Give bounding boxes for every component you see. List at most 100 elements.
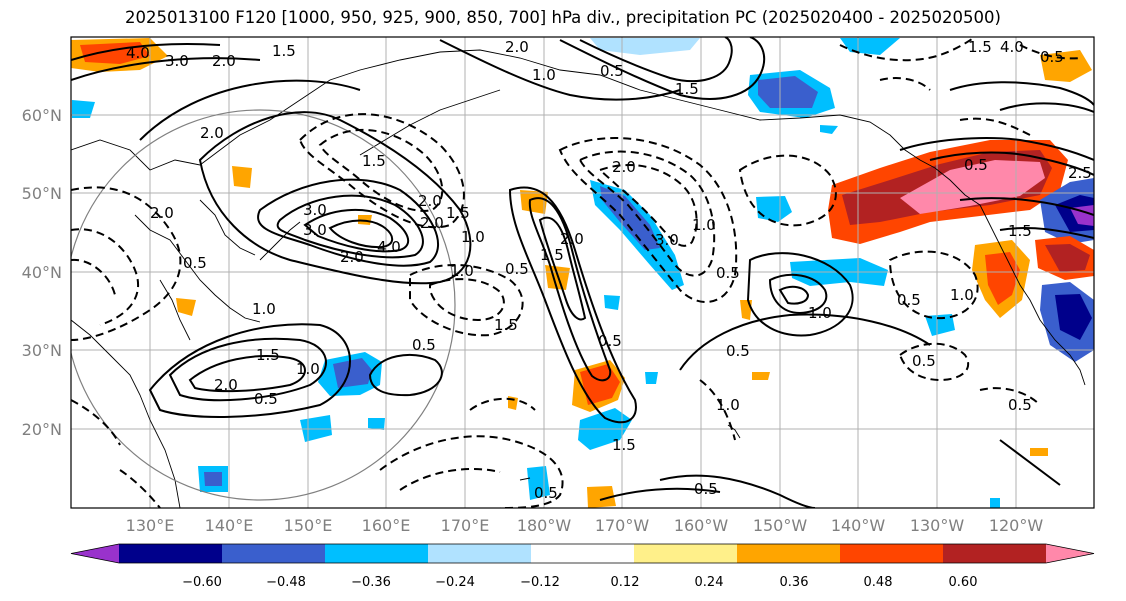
contour-label: 0.5 (412, 336, 436, 354)
longitude-labels: 130°E 140°E 150°E 160°E 170°E 180°W 170°… (126, 516, 1044, 535)
contour-label: 1.0 (296, 360, 320, 378)
contour-labels: 4.0 3.0 2.0 1.5 2.0 3.0 1.5 2.0 3.0 2.0 … (126, 38, 1092, 502)
latitude-labels: 60°N 50°N 40°N 30°N 20°N (22, 106, 62, 439)
solid-contours (71, 37, 1094, 508)
colorbar-tick-label: 0.24 (695, 575, 724, 590)
colorbar-segment (737, 544, 841, 563)
coastlines (71, 49, 1086, 508)
contour-label: 0.5 (694, 480, 718, 498)
contour-label: 1.5 (256, 346, 280, 364)
lon-label: 150°W (753, 516, 808, 535)
contour-label: 0.5 (598, 332, 622, 350)
lon-label: 160°E (362, 516, 411, 535)
contour-label: 1.5 (1008, 222, 1032, 240)
contour-label: 0.5 (254, 390, 278, 408)
colorbar-tick-label: 0.48 (864, 575, 893, 590)
contour-label: 3.0 (655, 231, 679, 249)
colorbar-tick-label: −0.48 (266, 575, 306, 590)
colorbar-tick-label: 0.60 (949, 575, 978, 590)
colorbar-segment (943, 544, 1047, 563)
contour-label: 1.0 (808, 304, 832, 322)
lon-label: 140°W (831, 516, 886, 535)
colorbar-tick-label: 0.36 (780, 575, 809, 590)
colorbar-tick-labels: −0.60 −0.48 −0.36 −0.24 −0.12 0.12 0.24 … (182, 575, 977, 590)
contour-label: 4.0 (377, 238, 401, 256)
contour-label: 1.0 (461, 228, 485, 246)
colorbar-segment (634, 544, 738, 563)
contour-label: 1.5 (362, 152, 386, 170)
colorbar-tick-label: −0.12 (520, 575, 560, 590)
colorbar: −0.60 −0.48 −0.36 −0.24 −0.12 0.12 0.24 … (70, 543, 1095, 590)
contour-label: 0.5 (726, 342, 750, 360)
lon-label: 140°E (205, 516, 254, 535)
lat-label: 60°N (22, 106, 62, 125)
lon-label: 170°W (595, 516, 650, 535)
contour-label: 0.5 (964, 156, 988, 174)
contour-label: 1.0 (950, 286, 974, 304)
contour-label: 2.0 (200, 124, 224, 142)
contour-label: 3.0 (303, 221, 327, 239)
contour-label: 2.0 (418, 192, 442, 210)
contour-label: 1.0 (252, 300, 276, 318)
contour-label: 1.0 (532, 66, 556, 84)
contour-label: 1.5 (494, 316, 518, 334)
contour-label: 2.0 (420, 214, 444, 232)
contour-label: 0.5 (1040, 48, 1064, 66)
contour-label: 1.5 (540, 246, 564, 264)
contour-label: 1.0 (692, 216, 716, 234)
contour-label: 1.5 (675, 80, 699, 98)
contour-label: 0.5 (183, 254, 207, 272)
map-panel: 4.0 3.0 2.0 1.5 2.0 3.0 1.5 2.0 3.0 2.0 … (71, 37, 1094, 508)
contour-label: 2.0 (212, 52, 236, 70)
contour-label: 2.0 (214, 376, 238, 394)
colorbar-segment (840, 544, 944, 563)
contour-label: 0.5 (716, 264, 740, 282)
colorbar-segment (222, 544, 326, 563)
lon-label: 120°W (989, 516, 1044, 535)
lon-label: 160°W (674, 516, 729, 535)
contour-label: 1.0 (716, 396, 740, 414)
contour-label: 2.0 (340, 248, 364, 266)
contour-label: 3.0 (303, 201, 327, 219)
contour-label: 0.5 (600, 62, 624, 80)
contour-label: 0.5 (505, 260, 529, 278)
lon-label: 180°W (517, 516, 572, 535)
contour-label: 0.5 (1008, 396, 1032, 414)
colorbar-outline (70, 543, 1095, 564)
colorbar-segment (531, 544, 635, 563)
colorbar-tick-label: −0.36 (351, 575, 391, 590)
colorbar-tick-label: 0.12 (611, 575, 640, 590)
map-title: 2025013100 F120 [1000, 950, 925, 900, 85… (125, 8, 1001, 27)
colorbar-extend-min (71, 544, 119, 563)
contour-label: 2.0 (560, 230, 584, 248)
contour-label: 4.0 (1000, 38, 1024, 56)
colorbar-tick-label: −0.60 (182, 575, 222, 590)
colorbar-extend-max (1046, 544, 1094, 563)
colorbar-tick-label: −0.24 (435, 575, 475, 590)
contour-label: 2.0 (505, 38, 529, 56)
contour-label: 1.5 (446, 204, 470, 222)
contour-label: 1.5 (968, 38, 992, 56)
colorbar-segments (70, 543, 1095, 564)
contour-label: 1.5 (612, 436, 636, 454)
colorbar-segment (325, 544, 429, 563)
contour-label: 1.5 (272, 42, 296, 60)
lon-label: 130°W (910, 516, 965, 535)
precipitation-shading (71, 38, 1094, 508)
colorbar-segment (119, 544, 223, 563)
map-frame (70, 36, 1095, 509)
colorbar-segment (428, 544, 532, 563)
range-ring (71, 109, 456, 501)
contour-label: 2.0 (150, 204, 174, 222)
contour-label: 2.0 (612, 158, 636, 176)
lon-label: 130°E (126, 516, 175, 535)
lat-label: 20°N (22, 420, 62, 439)
contour-label: 4.0 (126, 44, 150, 62)
lon-label: 150°E (284, 516, 333, 535)
contour-label: 3.0 (165, 52, 189, 70)
dashed-contours (71, 37, 1081, 508)
contour-label: 0.5 (912, 352, 936, 370)
contour-label: 0.5 (534, 484, 558, 502)
contour-label: 1.0 (450, 262, 474, 280)
